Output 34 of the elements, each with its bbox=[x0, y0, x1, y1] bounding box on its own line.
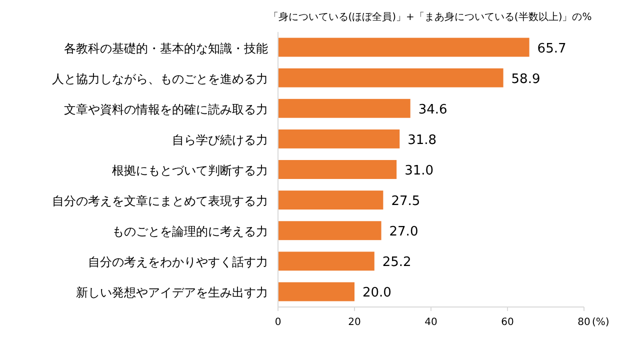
y-tick-label: 自分の考えを文章にまとめて表現する力 bbox=[52, 194, 268, 208]
y-tick-label: 根拠にもとづいて判断する力 bbox=[112, 164, 268, 178]
x-tick-label: 60 bbox=[501, 317, 514, 328]
bar bbox=[278, 160, 397, 179]
x-tick-label: 40 bbox=[424, 317, 438, 328]
bar bbox=[278, 282, 354, 302]
data-label: 31.8 bbox=[408, 132, 437, 148]
x-tick-label: 20 bbox=[348, 317, 361, 328]
data-label: 31.0 bbox=[404, 164, 434, 178]
y-tick-label: 文章や資料の情報を的確に読み取る力 bbox=[64, 102, 268, 116]
bar bbox=[278, 98, 410, 118]
y-tick-label: 自分の考えをわかりやすく話す力 bbox=[88, 255, 268, 270]
data-label: 27.0 bbox=[389, 224, 418, 240]
y-tick-label: 人と協力しながら、ものごとを進める力 bbox=[52, 72, 268, 86]
x-tick-label: 80 bbox=[578, 317, 590, 328]
bar bbox=[278, 221, 382, 240]
bar bbox=[278, 38, 530, 57]
x-tick-label: 0 bbox=[274, 317, 282, 328]
y-tick-label: 各教科の基礎的・基本的な知識・技能 bbox=[64, 41, 268, 56]
data-label: 58.9 bbox=[511, 72, 540, 87]
chart-title: 「身についている(ほぼ全員)」+「まあ身についている(半数以上)」の% bbox=[268, 11, 592, 23]
data-label: 65.7 bbox=[537, 41, 566, 56]
x-axis-title: (%) bbox=[592, 317, 610, 328]
bar bbox=[278, 190, 384, 210]
data-label: 34.6 bbox=[418, 102, 448, 118]
bar bbox=[278, 129, 400, 148]
bar bbox=[278, 68, 504, 88]
data-label: 20.0 bbox=[362, 286, 392, 301]
data-label: 25.2 bbox=[382, 255, 412, 270]
bar bbox=[278, 252, 374, 271]
y-tick-label: 自ら学び続ける力 bbox=[172, 132, 268, 147]
y-tick-label: ものごとを論理的に考える力 bbox=[112, 224, 268, 239]
data-label: 27.5 bbox=[391, 194, 420, 210]
y-tick-label: 新しい発想やアイデアを生み出す力 bbox=[76, 286, 268, 300]
